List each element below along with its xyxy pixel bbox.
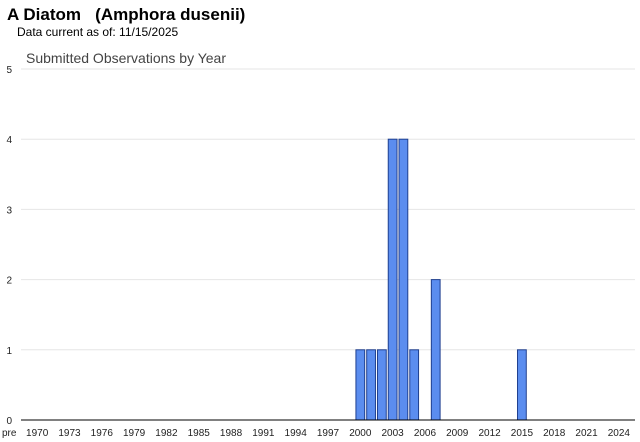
x-tick-label: 1991 bbox=[252, 428, 275, 439]
y-tick-label: 5 bbox=[6, 65, 12, 76]
x-tick-label: 1970 bbox=[26, 428, 49, 439]
x-tick-label: 2024 bbox=[608, 428, 631, 439]
bar-2000 bbox=[355, 349, 366, 421]
y-tick-label: 3 bbox=[6, 205, 12, 216]
bar-2004 bbox=[398, 138, 409, 421]
x-tick-label: pre bbox=[2, 428, 17, 439]
bar-2001 bbox=[366, 349, 376, 421]
x-tick-label: 2021 bbox=[575, 428, 598, 439]
y-tick-label: 0 bbox=[6, 416, 12, 427]
x-tick-label: 1976 bbox=[91, 428, 114, 439]
x-tick-label: 1979 bbox=[123, 428, 146, 439]
x-tick-label: 1988 bbox=[220, 428, 243, 439]
x-tick-label: 2015 bbox=[511, 428, 534, 439]
y-tick-label: 2 bbox=[6, 276, 12, 287]
gridlines bbox=[21, 68, 635, 351]
y-tick-label: 1 bbox=[6, 346, 12, 357]
y-tick-label: 4 bbox=[6, 135, 12, 146]
bar-2007 bbox=[430, 279, 441, 421]
x-tick-label: 1982 bbox=[155, 428, 178, 439]
x-tick-label: 2012 bbox=[478, 428, 501, 439]
x-tick-label: 2009 bbox=[446, 428, 469, 439]
bar-2003 bbox=[387, 138, 398, 421]
y-axis-ticks: 0 1 2 3 4 5 bbox=[6, 65, 12, 427]
bar-2002 bbox=[376, 349, 387, 421]
x-tick-label: 2000 bbox=[349, 428, 372, 439]
x-tick-label: 1973 bbox=[58, 428, 81, 439]
x-tick-label: 2006 bbox=[414, 428, 437, 439]
x-tick-label: 1997 bbox=[317, 428, 340, 439]
x-tick-label: 2018 bbox=[543, 428, 566, 439]
x-tick-label: 1985 bbox=[188, 428, 211, 439]
bar-2005 bbox=[409, 349, 420, 421]
species-title: A Diatom (Amphora dusenii) bbox=[7, 5, 246, 24]
x-axis-ticks: pre 1970 1973 1976 1979 1982 1985 1988 1991 1994 1… bbox=[2, 428, 630, 439]
x-tick-label: 1994 bbox=[285, 428, 308, 439]
x-tick-label: 2003 bbox=[382, 428, 405, 439]
chart-title: Submitted Observations by Year bbox=[26, 50, 227, 66]
data-current-date: Data current as of: 11/15/2025 bbox=[17, 25, 179, 39]
bar-2015 bbox=[517, 349, 527, 421]
